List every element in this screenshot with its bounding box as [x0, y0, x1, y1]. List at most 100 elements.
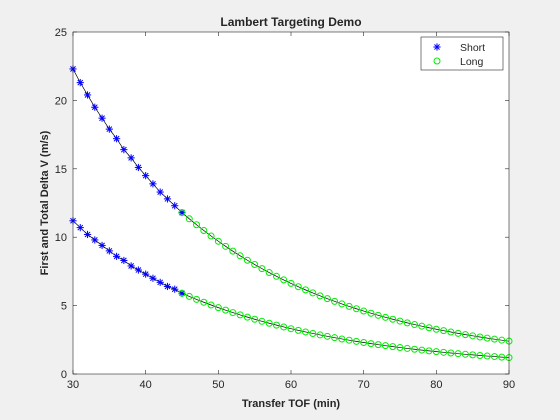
point-long-total — [425, 324, 433, 332]
point-short-first — [134, 266, 142, 274]
x-tick-label: 90 — [503, 379, 515, 391]
point-long-total — [207, 232, 215, 240]
point-long-first — [178, 289, 186, 297]
point-long-total — [367, 309, 375, 317]
point-long-first — [389, 343, 397, 351]
point-long-total — [483, 334, 491, 342]
y-tick-label: 0 — [61, 369, 67, 381]
point-short-total — [98, 114, 106, 122]
point-long-first — [425, 347, 433, 355]
y-tick-label: 20 — [55, 95, 67, 107]
point-long-first — [498, 353, 506, 361]
point-long-first — [331, 334, 339, 342]
point-long-first — [352, 337, 360, 345]
point-short-first — [98, 241, 106, 250]
point-long-total — [360, 307, 368, 315]
point-long-first — [294, 326, 302, 334]
point-long-total — [214, 237, 222, 245]
point-short-first — [91, 236, 99, 244]
point-long-total — [229, 247, 237, 255]
x-axis-label: Transfer TOF (min) — [242, 398, 341, 410]
point-long-first — [302, 328, 310, 336]
point-long-total — [287, 279, 295, 287]
point-short-total — [127, 154, 135, 162]
point-long-first — [251, 315, 259, 323]
legend-short-marker — [433, 43, 441, 51]
point-long-first — [280, 323, 288, 331]
point-short-total — [163, 195, 172, 203]
chart-title: Lambert Targeting Demo — [220, 15, 361, 29]
point-long-total — [272, 272, 280, 280]
point-short-total — [105, 125, 113, 133]
point-long-first — [243, 313, 251, 321]
legend-box — [420, 36, 504, 71]
point-short-first — [113, 252, 121, 260]
point-short-total — [149, 180, 157, 188]
point-short-first — [156, 278, 164, 286]
markers-layer — [69, 65, 513, 362]
point-long-total — [476, 333, 484, 341]
point-long-total — [396, 317, 404, 325]
point-long-first — [258, 317, 266, 325]
point-long-first — [200, 298, 208, 306]
point-long-first — [207, 301, 215, 309]
point-short-first — [163, 282, 172, 291]
point-long-first — [272, 321, 280, 329]
point-long-total — [461, 331, 469, 339]
point-long-total — [331, 297, 339, 305]
curve-long-total — [181, 212, 510, 342]
point-long-first — [454, 350, 462, 358]
point-long-total — [258, 265, 266, 273]
x-tick-label: 40 — [140, 379, 152, 391]
point-long-total — [309, 289, 317, 297]
point-long-first — [367, 340, 375, 348]
curve-short-first — [72, 220, 183, 294]
point-short-total — [83, 91, 92, 99]
point-long-first — [309, 329, 317, 337]
y-axis-label: First and Total Delta V (m/s) — [39, 130, 51, 275]
point-long-first — [381, 342, 389, 350]
point-long-first — [316, 331, 324, 339]
y-tick-label: 10 — [55, 232, 67, 244]
point-long-total — [418, 322, 426, 330]
point-long-total — [323, 295, 331, 303]
point-long-total — [338, 300, 346, 308]
point-short-first — [83, 230, 92, 239]
point-long-total — [447, 328, 455, 336]
point-short-first — [105, 247, 113, 255]
point-short-first — [149, 274, 157, 282]
point-long-total — [316, 292, 324, 300]
point-short-total — [120, 146, 128, 154]
point-short-total — [76, 79, 84, 87]
curve-long-first — [181, 292, 510, 358]
point-long-first — [432, 348, 440, 356]
x-tick-label: 70 — [358, 379, 370, 391]
point-short-first — [171, 285, 179, 293]
point-long-first — [411, 345, 419, 353]
point-short-total — [156, 188, 164, 196]
point-short-total — [113, 135, 121, 143]
curves-layer — [72, 68, 510, 358]
point-long-first — [490, 353, 498, 361]
legend-long-circle-icon — [433, 57, 441, 65]
point-long-first — [193, 295, 201, 303]
point-long-first — [396, 344, 404, 352]
point-short-first — [120, 256, 128, 265]
point-long-first — [483, 352, 491, 360]
point-long-total — [490, 335, 498, 343]
point-long-total — [454, 329, 462, 337]
point-long-total — [469, 332, 477, 340]
point-long-first — [461, 350, 469, 358]
x-tick-label: 60 — [285, 379, 297, 391]
point-short-first — [178, 289, 186, 297]
point-short-total — [171, 202, 179, 210]
point-long-first — [236, 311, 244, 319]
point-long-total — [411, 321, 419, 329]
point-long-first — [374, 341, 382, 349]
point-long-total — [345, 302, 353, 310]
point-long-total — [236, 252, 244, 260]
point-long-first — [360, 339, 368, 347]
point-long-total — [498, 336, 506, 344]
